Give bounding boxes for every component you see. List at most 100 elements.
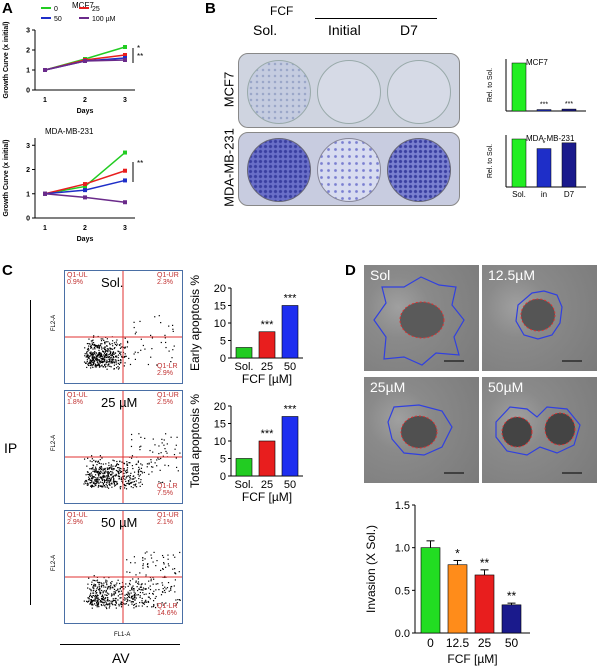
event-dot [100, 340, 103, 342]
event-dot [106, 477, 108, 479]
event-dot [92, 359, 95, 361]
event-dot [142, 602, 144, 604]
event-dot [168, 325, 170, 327]
event-dot [87, 473, 89, 476]
event-dot [135, 483, 137, 485]
y-tick-label: 0.5 [395, 585, 410, 597]
event-dot [105, 479, 107, 481]
event-dot [148, 473, 150, 475]
x-tick-label: 3 [123, 97, 127, 104]
data-point [123, 53, 127, 57]
event-dot [91, 352, 93, 354]
event-dot [133, 603, 136, 606]
event-dot [86, 482, 89, 484]
event-dot [106, 607, 108, 610]
event-dot [104, 348, 106, 351]
x-tick-label: 50 [505, 636, 519, 650]
event-dot [99, 362, 101, 364]
event-dot [88, 473, 90, 476]
significance-label: *** [565, 101, 573, 108]
event-dot [89, 473, 91, 475]
event-dot [132, 578, 134, 580]
significance-label: * [455, 546, 460, 560]
event-dot [96, 479, 98, 481]
event-dot [105, 597, 107, 599]
event-dot [100, 346, 103, 348]
event-dot [138, 475, 140, 477]
event-dot [112, 598, 114, 600]
event-dot [120, 602, 122, 604]
event-dot [125, 593, 128, 595]
event-dot [97, 362, 99, 364]
event-dot [104, 363, 106, 366]
event-dot [108, 348, 110, 350]
invasion-image-50: 50µM [482, 377, 597, 483]
event-dot [115, 480, 117, 483]
event-dot [93, 344, 95, 346]
event-dot [126, 476, 128, 478]
event-dot [100, 601, 102, 603]
flow-plot-0: Q1-UL 0.9% Q1-UR 2.3% Q1-LR 2.9% Sol. [64, 270, 183, 384]
flow-y-axis-label: FL2-A [51, 314, 58, 332]
event-dot [139, 485, 141, 487]
mcf7-plate [238, 53, 460, 128]
event-dot [90, 340, 93, 342]
event-dot [101, 476, 103, 479]
event-dot [113, 353, 115, 355]
event-dot [109, 604, 111, 606]
event-dot [120, 343, 122, 345]
event-dot [101, 598, 103, 600]
event-dot [164, 575, 166, 578]
event-dot [172, 349, 174, 351]
event-dot [87, 357, 89, 359]
event-dot [117, 599, 119, 601]
event-dot [118, 591, 120, 593]
total-apoptosis-chart: 0 5 10 15 20 Total apoptosis % Sol. *** 25 *** 50F… [188, 394, 303, 504]
event-dot [115, 355, 117, 357]
event-dot [83, 483, 85, 485]
event-dot [96, 602, 98, 605]
event-dot [96, 361, 98, 363]
event-dot [110, 595, 113, 597]
event-dot [152, 605, 154, 608]
event-dot [90, 599, 92, 602]
event-dot [135, 581, 137, 583]
data-point [123, 45, 127, 49]
event-dot [109, 484, 111, 486]
event-dot [166, 443, 168, 445]
event-dot [102, 474, 104, 476]
event-dot [114, 474, 116, 476]
x-tick-label: 0 [427, 636, 434, 650]
event-dot [177, 470, 179, 472]
event-dot [100, 485, 102, 487]
event-dot [132, 481, 134, 483]
event-dot [104, 346, 106, 348]
event-dot [129, 580, 131, 582]
event-dot [132, 475, 134, 478]
event-dot [141, 583, 143, 585]
event-dot [116, 463, 118, 465]
mcf7-well-sol [247, 60, 311, 124]
event-dot [96, 478, 98, 480]
event-dot [108, 468, 110, 470]
event-dot [120, 601, 122, 603]
event-dot [126, 559, 128, 561]
event-dot [105, 589, 107, 592]
event-dot [108, 576, 110, 579]
event-dot [102, 486, 104, 488]
event-dot [101, 357, 104, 359]
event-dot [87, 364, 90, 367]
event-dot [151, 606, 153, 608]
event-dot [102, 599, 104, 601]
event-dot [95, 585, 97, 587]
event-dot [141, 600, 143, 602]
event-dot [91, 476, 93, 478]
event-dot [94, 479, 96, 481]
event-dot [103, 476, 105, 479]
event-dot [103, 480, 106, 482]
event-dot [133, 607, 135, 609]
event-dot [110, 482, 113, 484]
event-dot [100, 604, 102, 606]
bar [501, 604, 522, 634]
event-dot [114, 346, 116, 349]
